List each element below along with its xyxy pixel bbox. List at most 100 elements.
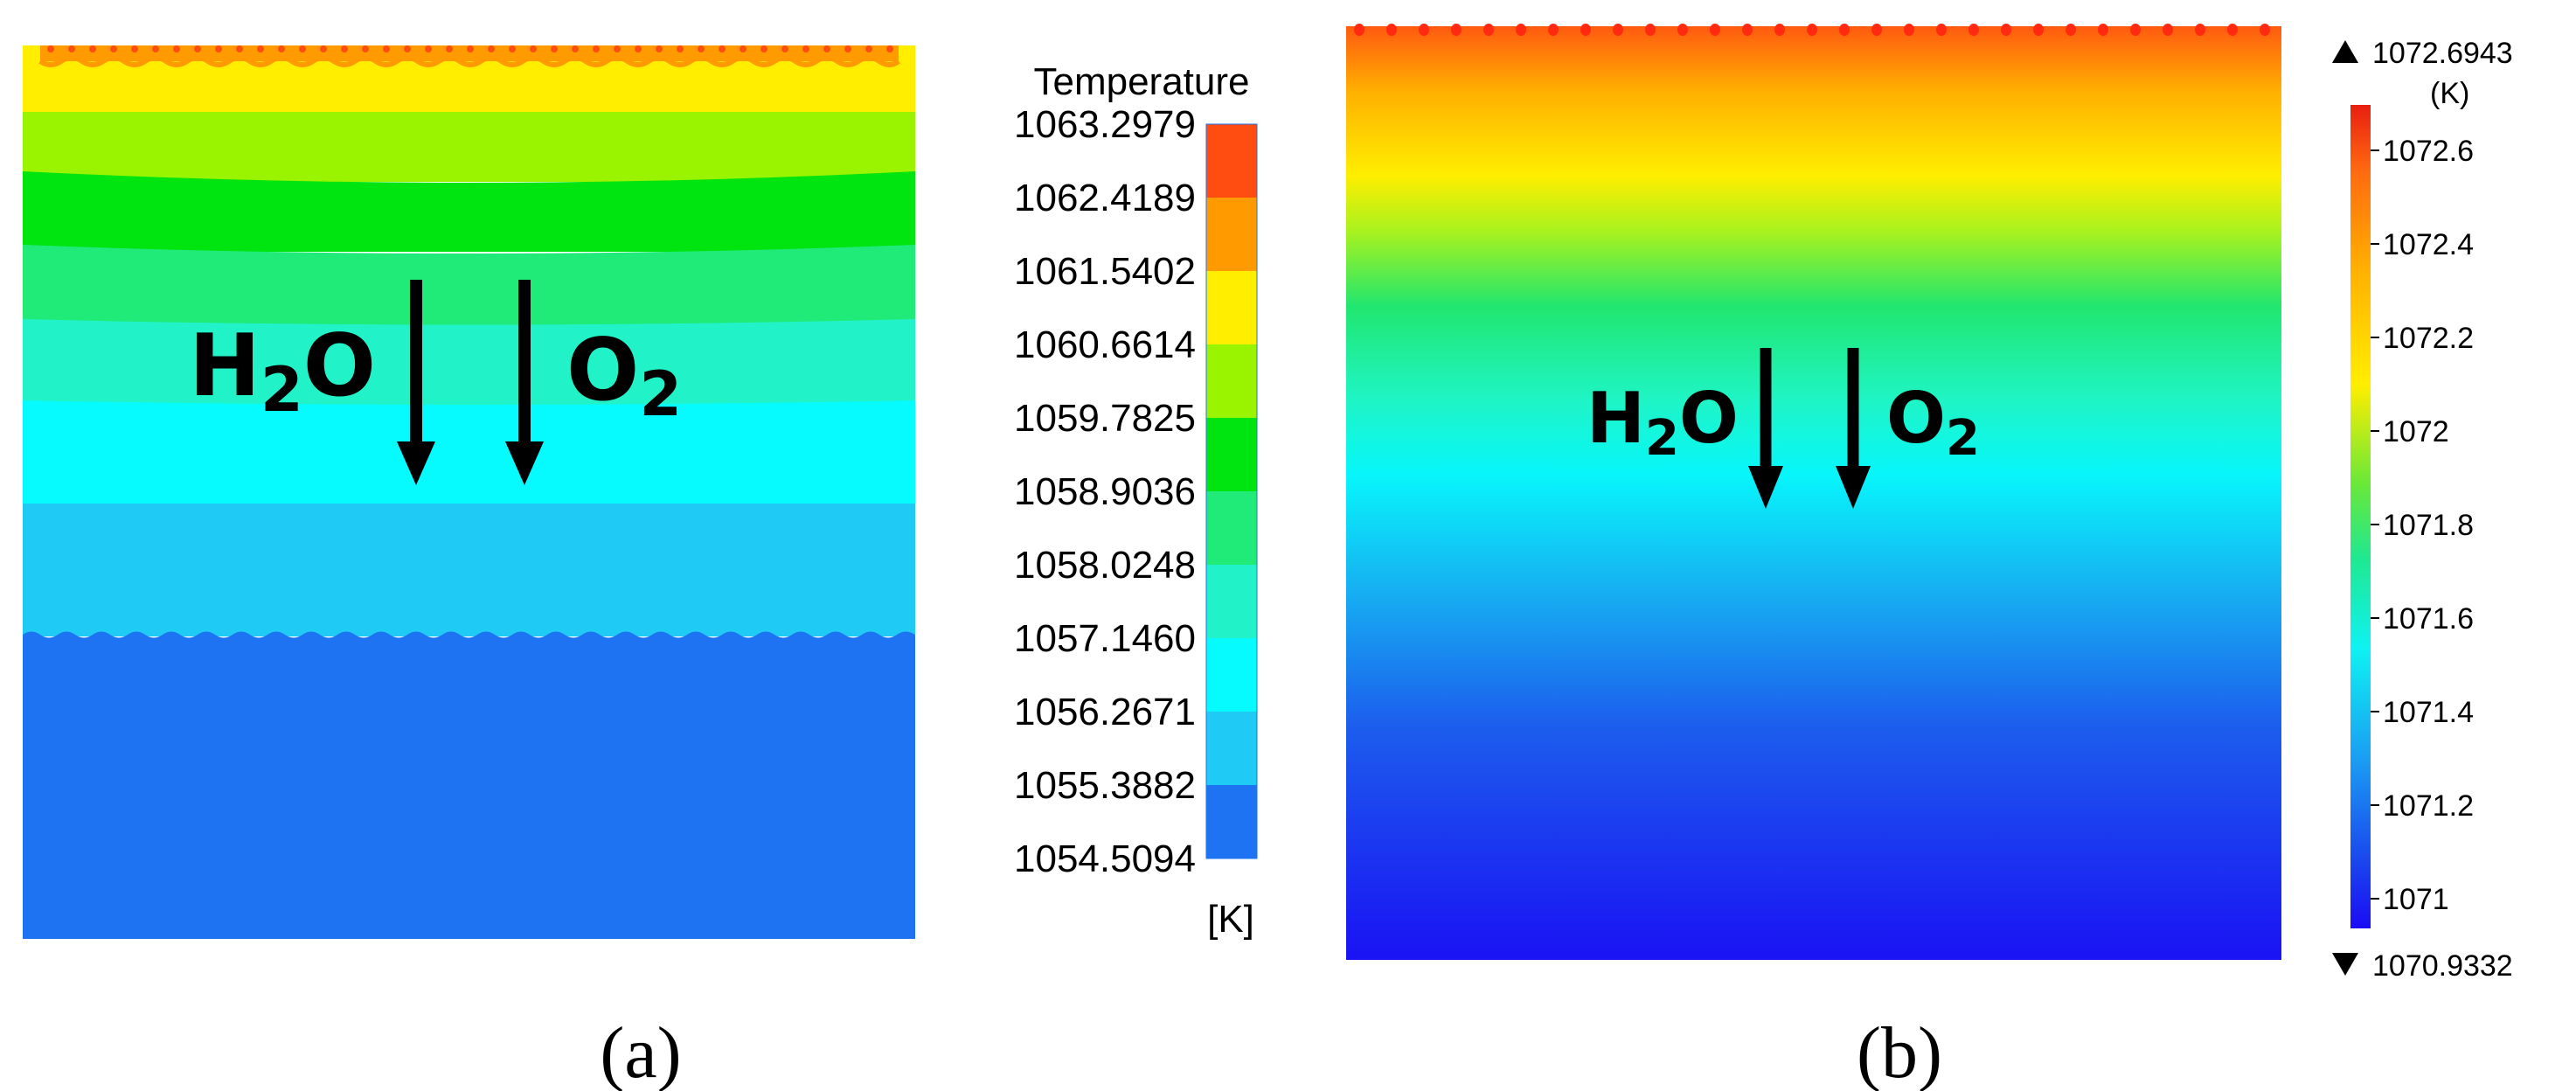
hot-spot (656, 45, 663, 52)
band-6 (23, 400, 915, 507)
hot-spot (1710, 24, 1720, 36)
colorbar-b-tick-label: 1071.2 (2383, 789, 2474, 823)
hot-spot (2195, 24, 2205, 36)
hot-spot (2098, 24, 2108, 36)
colorbar-a-block (1206, 712, 1257, 786)
caption-b: (b) (1857, 1012, 1942, 1091)
colorbar-b-tick-label: 1072.2 (2383, 322, 2474, 355)
hot-spot (719, 45, 726, 52)
hot-spot (1839, 24, 1850, 36)
min-triangle-icon (2332, 953, 2358, 976)
hot-spots-a (47, 45, 893, 52)
top-band-orange (40, 45, 899, 61)
colorbar-a-tick-label: 1062.4189 (1014, 177, 1196, 219)
colorbar-a-block (1206, 491, 1257, 566)
max-triangle-icon (2332, 40, 2358, 63)
colorbar-ticks-b: 1072.6 1072.4 1072.2 1072 1071.8 1071.6 1071.4… (2371, 135, 2474, 916)
hot-spot (320, 45, 327, 52)
hot-spot (1613, 24, 1623, 36)
colorbar-a-block (1206, 638, 1257, 712)
hot-spot (635, 45, 642, 52)
hot-spot (760, 45, 767, 52)
colorbar-b-tick-label: 1072.6 (2383, 135, 2474, 168)
colorbar-a-block (1206, 124, 1257, 198)
hot-spot (1968, 24, 1979, 36)
hot-spot (1871, 24, 1882, 36)
hot-spot (1516, 24, 1526, 36)
hot-spot (509, 45, 516, 52)
colorbar-a-tick-label: 1055.3882 (1014, 764, 1196, 807)
hot-spot (1677, 24, 1688, 36)
hot-spot (739, 45, 746, 52)
colorbar-b-tick-label: 1071.6 (2383, 602, 2474, 636)
hot-spot (823, 45, 830, 52)
colorbar-a-tick-label: 1060.6614 (1014, 323, 1196, 366)
hot-spot (362, 45, 369, 52)
top-edge-wave (38, 55, 900, 67)
arrow-o2-a (505, 280, 544, 485)
hot-spots-b (1354, 24, 2270, 36)
hot-spot (2260, 24, 2270, 36)
hot-spot (530, 45, 537, 52)
colorbar-ticks-a: 1063.2979 1062.4189 1061.5402 1060.6614 1059… (1014, 103, 1196, 880)
band-4 (23, 245, 915, 325)
min-label-b: 1070.9332 (2372, 949, 2513, 983)
hot-spot (425, 45, 432, 52)
hot-spot (1548, 24, 1559, 36)
colorbar-a-tick-label: 1056.2671 (1014, 691, 1196, 733)
hot-spot (257, 45, 264, 52)
hot-spot (1419, 24, 1429, 36)
hot-spot (1354, 24, 1364, 36)
hot-spot (698, 45, 705, 52)
colorbar-a-block (1206, 418, 1257, 492)
hot-spot (2066, 24, 2076, 36)
hot-spot (2001, 24, 2011, 36)
caption-a: (a) (600, 1012, 681, 1091)
hot-spot (68, 45, 75, 52)
hot-spot (278, 45, 285, 52)
hot-spot (1483, 24, 1494, 36)
colorbar-a-block (1206, 271, 1257, 345)
colorbar-b-tick-label: 1071.8 (2383, 509, 2474, 542)
colorbar-b-tick-label: 1072 (2383, 415, 2449, 448)
hot-spot (89, 45, 96, 52)
colorbar-a-block (1206, 565, 1257, 639)
colorbar-title-a: Temperature (1033, 60, 1249, 103)
band-8 (23, 631, 915, 939)
colorbar-a-tick-label: 1058.9036 (1014, 470, 1196, 513)
hot-spot (614, 45, 621, 52)
hot-spot (1742, 24, 1753, 36)
contour-plot-a (23, 45, 915, 939)
hot-spot (1904, 24, 1914, 36)
colorbar-a-tick-label: 1059.7825 (1014, 397, 1196, 440)
hot-spot (110, 45, 117, 52)
colorbar-a-block (1206, 344, 1257, 419)
hot-spot (781, 45, 788, 52)
max-label-b: 1072.6943 (2372, 37, 2513, 70)
colorbar-a-frame (1205, 123, 1258, 859)
colorbar-a-tick-label: 1061.5402 (1014, 250, 1196, 293)
hot-spot (1451, 24, 1462, 36)
panel-a: H2O O2 Temperature 1063.29791062.4189106… (23, 45, 1258, 1091)
hot-spot (2227, 24, 2238, 36)
hot-spot (236, 45, 243, 52)
hot-spot (844, 45, 851, 52)
hot-spot (802, 45, 809, 52)
arrow-o2-b (1836, 348, 1871, 509)
band-3 (23, 171, 915, 252)
hot-spot (446, 45, 453, 52)
colorbar-b-tick-label: 1071.4 (2383, 696, 2474, 729)
colorbar-a-block (1206, 198, 1257, 272)
hot-spot (572, 45, 579, 52)
hot-spot (2033, 24, 2044, 36)
h2o-label-b: H2O (1587, 378, 1739, 467)
hot-spot (404, 45, 411, 52)
colorbar-b-tick-label: 1072.4 (2383, 228, 2474, 261)
hot-spot (299, 45, 306, 52)
hot-spot (1936, 24, 1947, 36)
colorbar-a-block (1206, 785, 1257, 859)
hot-spot (383, 45, 390, 52)
colorbar-unit-a: [K] (1207, 898, 1254, 941)
colorbar-a-tick-label: 1057.1460 (1014, 617, 1196, 660)
h2o-label-a: H2O (189, 316, 376, 426)
